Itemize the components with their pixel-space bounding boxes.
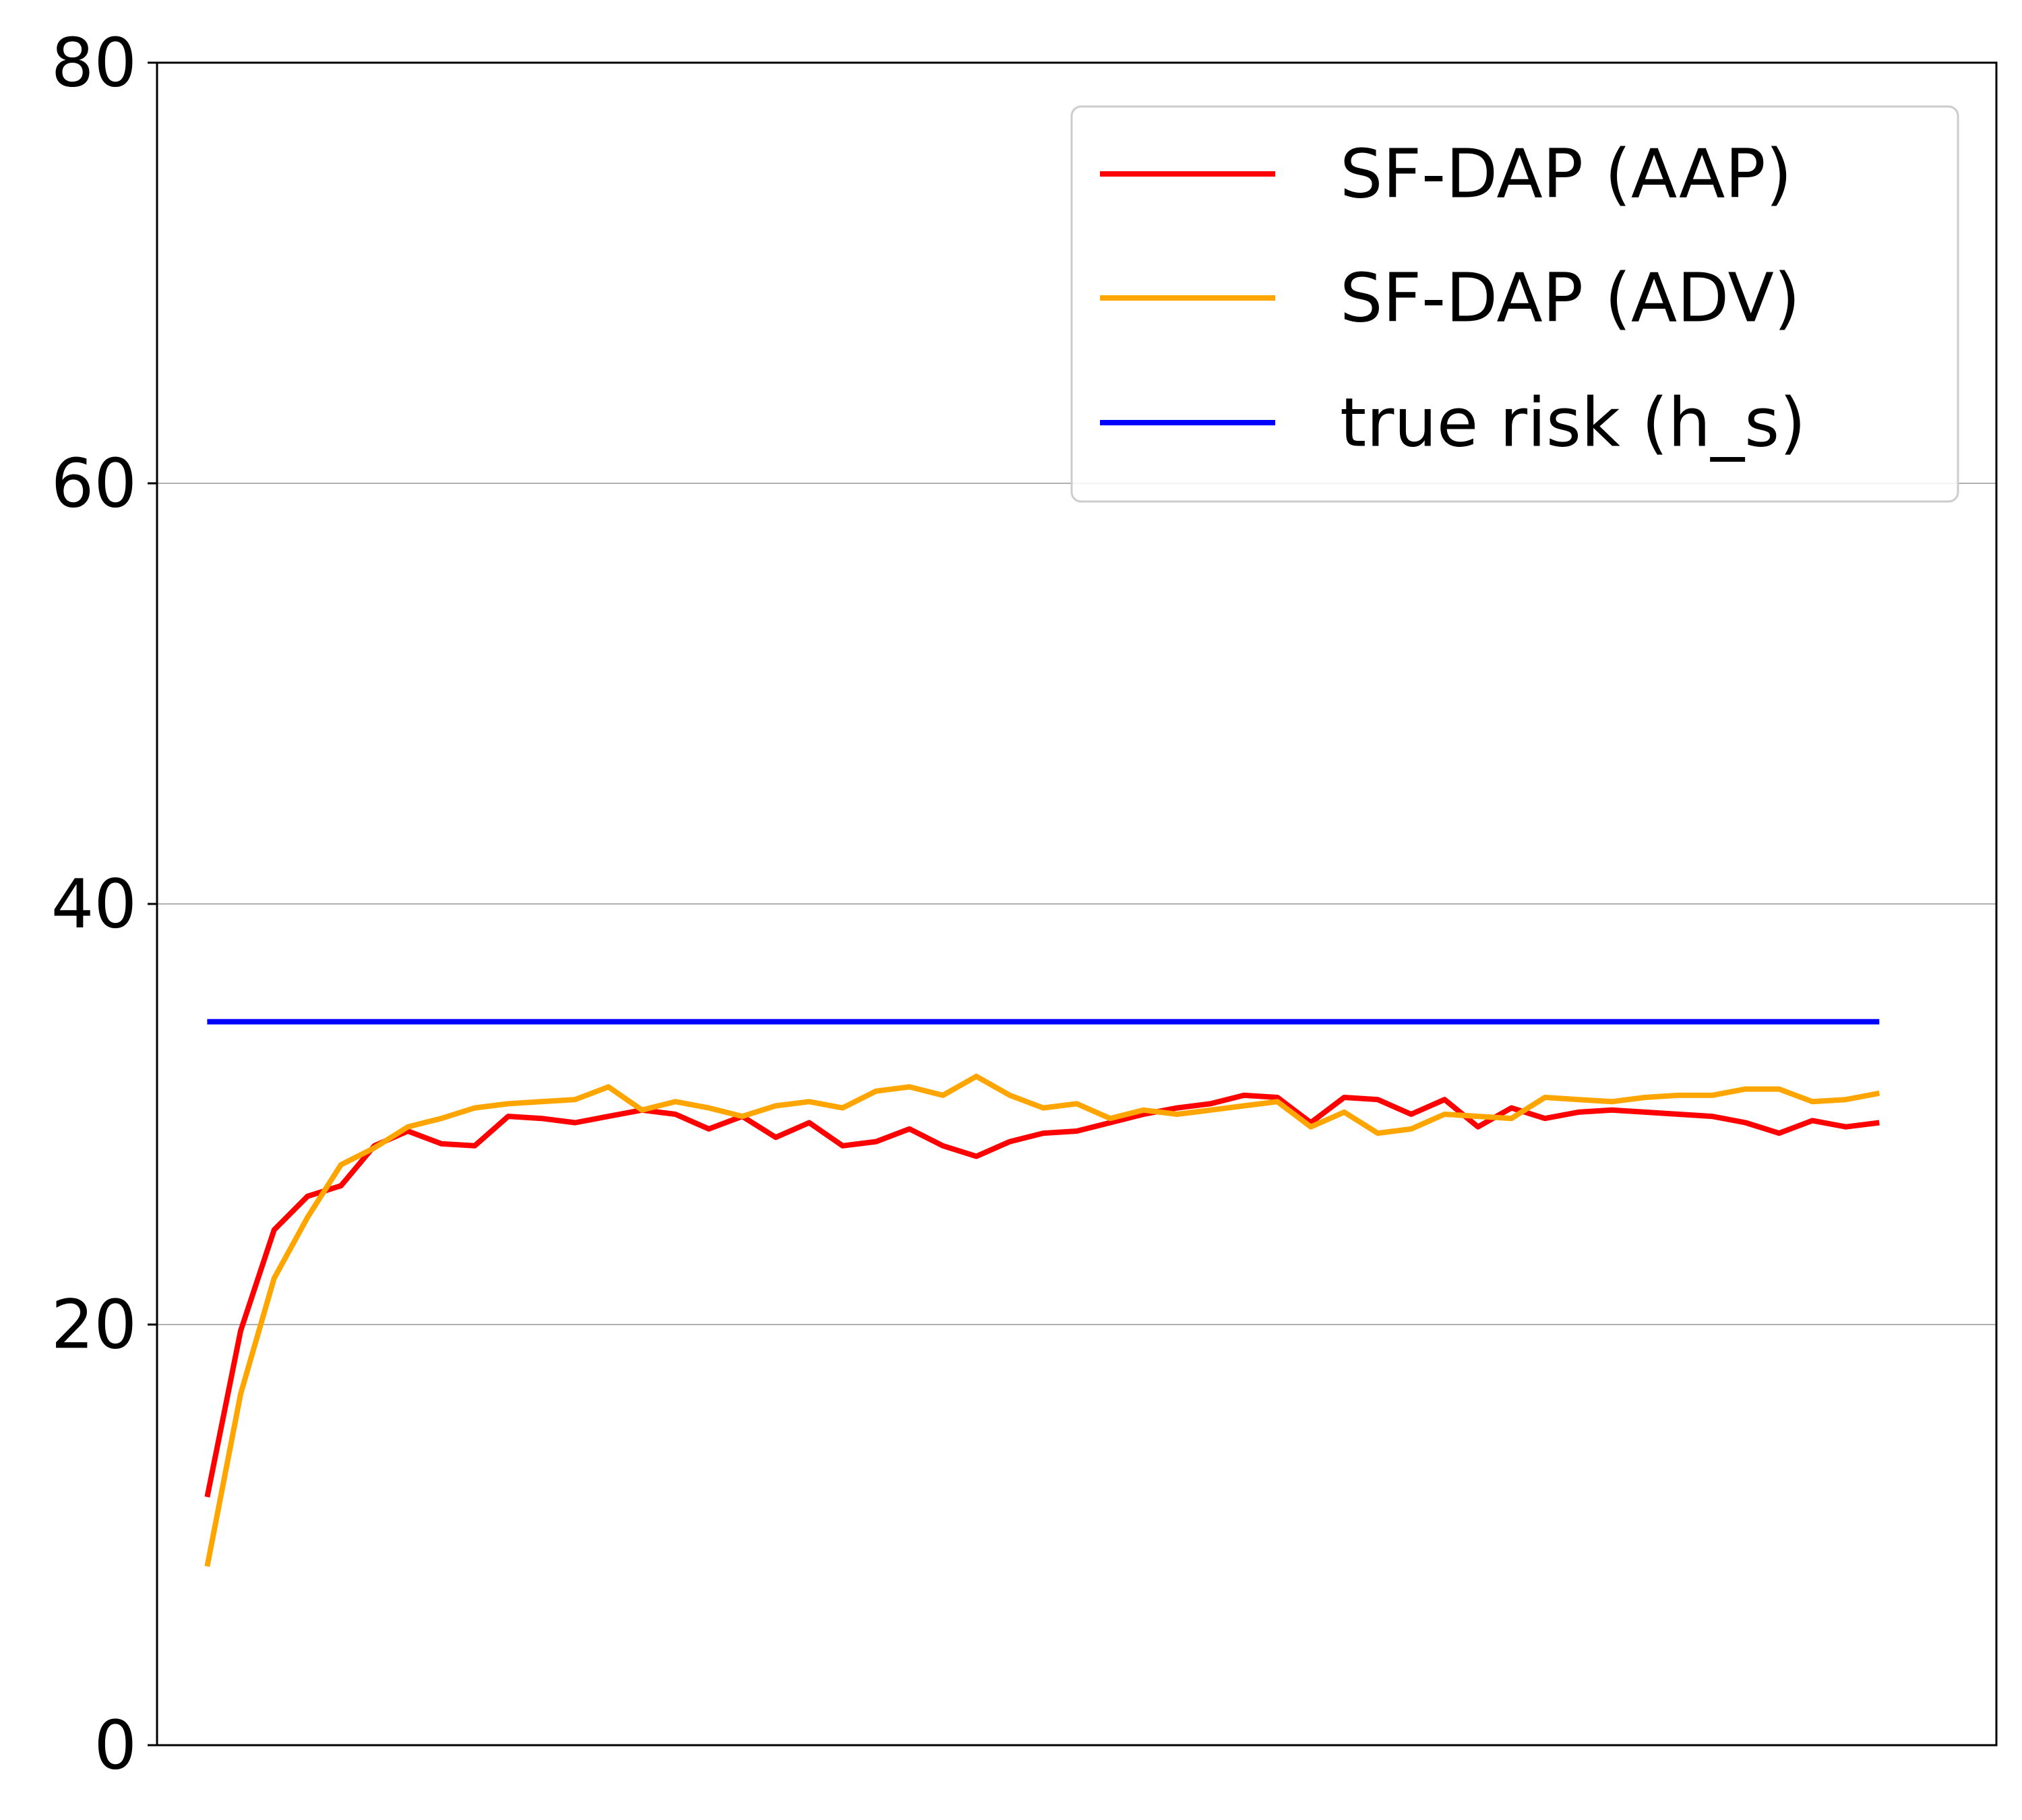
legend-label-2: true risk (h_s) xyxy=(1340,384,1806,462)
plot-area-frame xyxy=(156,61,1998,1747)
legend-items: SF-DAP (AAP) SF-DAP (ADV) true risk (h_s) xyxy=(1100,135,1806,462)
y-axis-ticks: 0 20 40 60 80 xyxy=(51,24,157,1785)
legend-label-0: SF-DAP (AAP) xyxy=(1340,135,1792,214)
y-tick-label: 80 xyxy=(51,24,137,102)
series-line-0 xyxy=(204,1092,1880,1498)
legend-box xyxy=(1070,105,1959,503)
legend-label-1: SF-DAP (ADV) xyxy=(1340,259,1800,338)
legend: SF-DAP (AAP) SF-DAP (ADV) true risk (h_s) xyxy=(1070,105,1959,503)
series-lines xyxy=(204,1019,1880,1567)
y-tick-label: 40 xyxy=(51,865,137,944)
y-tick-label: 20 xyxy=(51,1285,137,1364)
y-tick-label: 0 xyxy=(94,1706,137,1785)
series-line-1 xyxy=(204,1073,1880,1567)
y-tick-label: 60 xyxy=(51,444,137,523)
